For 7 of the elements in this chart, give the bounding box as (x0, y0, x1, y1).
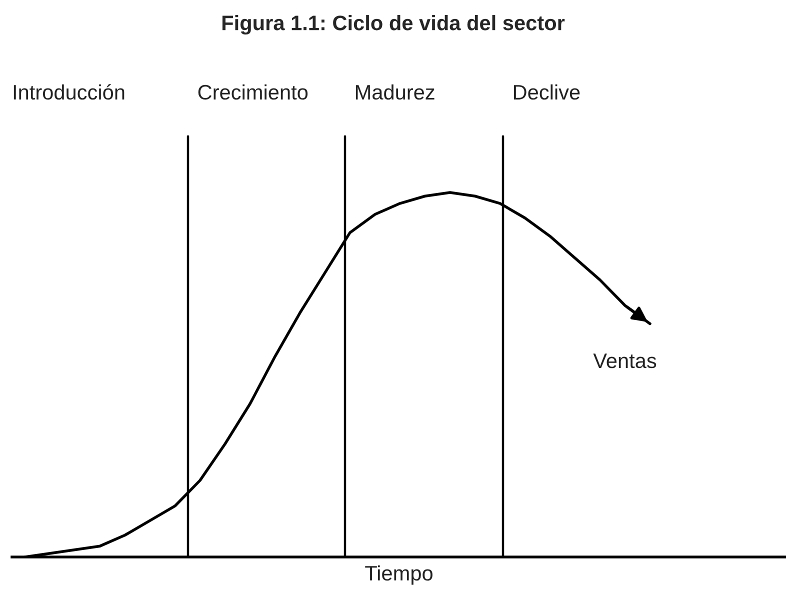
text: Declive (514, 84, 580, 100)
text: Crecimiento (198, 84, 308, 100)
series-label: Ventas (593, 354, 656, 368)
text: Madurez (356, 84, 434, 100)
x-axis-title: Tiempo (365, 565, 432, 585)
text: Introducción (14, 84, 124, 100)
chart-title: Figura 1.1: Ciclo de vida del sector (222, 15, 565, 35)
